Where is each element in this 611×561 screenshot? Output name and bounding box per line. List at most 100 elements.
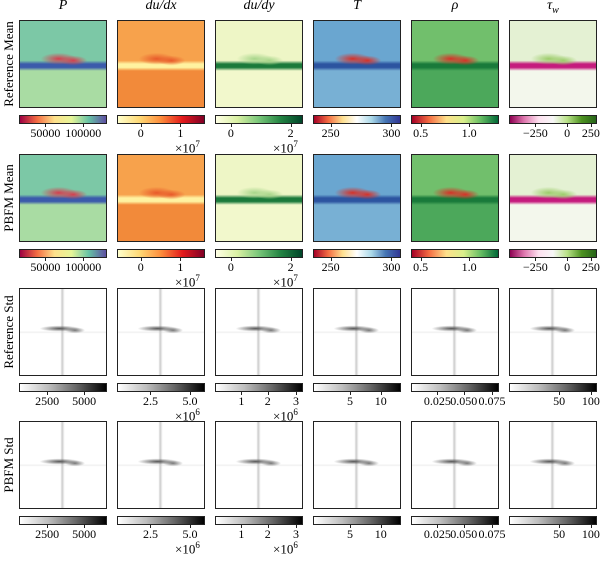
multiplier-base: ×10 [273,274,294,290]
colorbar-tick [437,525,439,528]
colorbar-tick-label: 3 [292,527,299,541]
colorbar-tick-label: 0 [564,260,571,274]
field-image [411,20,499,108]
colorbar-tick-label: 0.025 [423,527,451,541]
colorbar-tick [391,258,393,261]
colorbar-tick-label: 300 [382,126,401,140]
colorbar-tick [150,392,152,395]
column-title: du/dy [243,0,275,13]
colorbar-tick [241,525,243,528]
multiplier-base: ×10 [175,140,196,156]
row-label: Reference Std [1,295,16,369]
colorbar-tick-label: 100000 [65,126,102,140]
colorbar [509,249,597,258]
colorbar-tick [150,525,152,528]
field-image [19,154,107,242]
field-image [313,421,401,509]
multiplier-exponent: 7 [195,139,200,149]
colorbar-tick-label: 250 [321,260,340,274]
multiplier-exponent: 6 [293,540,298,550]
colorbar-tick-label: 0.050 [450,527,478,541]
colorbar-multiplier: ×107 [175,273,200,290]
colorbar-tick [83,124,85,127]
colorbar [117,115,205,124]
row-label: PBFM Mean [1,164,16,232]
multiplier-exponent: 7 [293,139,298,149]
colorbar [411,249,499,258]
colorbar-tick [330,258,332,261]
colorbar-tick [469,258,471,261]
colorbar-tick [349,392,351,395]
colorbar [509,383,597,392]
colorbar-tick [290,258,292,261]
colorbar-tick [590,258,592,261]
colorbar-tick [230,124,232,127]
colorbar-tick [437,392,439,395]
colorbar-tick [380,525,382,528]
colorbar-tick-label: 5 [346,527,353,541]
colorbar-tick-label: 0 [564,126,571,140]
colorbar-tick [190,525,192,528]
colorbar-tick-label: −250 [523,260,548,274]
colorbar-tick-label: 50000 [30,260,61,274]
field-image [117,154,205,242]
colorbar-tick-label: 2.5 [142,394,158,408]
colorbar-tick-label: 0.075 [478,394,506,408]
colorbar-tick [180,258,182,261]
field-image [313,20,401,108]
multiplier-base: ×10 [175,274,196,290]
colorbar [117,383,205,392]
colorbar [411,115,499,124]
multiplier-exponent: 6 [195,407,200,417]
colorbar-tick [491,392,493,395]
colorbar-tick-label: 0.050 [450,394,478,408]
colorbar-tick [290,124,292,127]
colorbar-tick [241,392,243,395]
colorbar-tick [140,124,142,127]
multiplier-exponent: 6 [195,540,200,550]
colorbar-tick [83,258,85,261]
colorbar-tick [295,392,297,395]
colorbar-tick [84,525,86,528]
multiplier-base: ×10 [175,541,196,557]
colorbar-tick-label: 2.5 [142,527,158,541]
field-image [411,421,499,509]
multiplier-base: ×10 [273,408,294,424]
colorbar [411,383,499,392]
column-title: P [58,0,68,13]
field-image [117,421,205,509]
colorbar-tick-label: 10 [374,527,387,541]
colorbar-tick-label: 50 [553,394,566,408]
column-title: τw [547,0,559,16]
colorbar-multiplier: ×106 [175,407,200,424]
colorbar-tick [567,258,569,261]
colorbar-tick-label: 5000 [72,394,97,408]
field-image [215,20,303,108]
colorbar [19,383,107,392]
column-title: du/dx [145,0,177,13]
colorbar-tick [567,124,569,127]
field-image [215,288,303,376]
colorbar-multiplier: ×107 [175,139,200,156]
colorbar-tick-label: 5.0 [182,527,198,541]
colorbar-tick [491,525,493,528]
multiplier-exponent: 7 [293,273,298,283]
colorbar-tick-label: 100 [581,394,600,408]
colorbar-tick-label: 50 [553,527,566,541]
colorbar [19,249,107,258]
colorbar-tick [463,392,465,395]
colorbar-tick [267,525,269,528]
field-image [313,288,401,376]
colorbar-tick-label: 2 [264,394,271,408]
multiplier-base: ×10 [273,541,294,557]
colorbar-tick [590,392,592,395]
colorbar-multiplier: ×106 [273,407,298,424]
column-subscript: w [552,4,559,16]
colorbar-tick-label: 0 [227,126,234,140]
field-image [411,288,499,376]
field-image [117,288,205,376]
multiplier-exponent: 7 [195,273,200,283]
colorbar-tick-label: 0.5 [413,126,429,140]
colorbar [117,516,205,525]
colorbar [509,516,597,525]
